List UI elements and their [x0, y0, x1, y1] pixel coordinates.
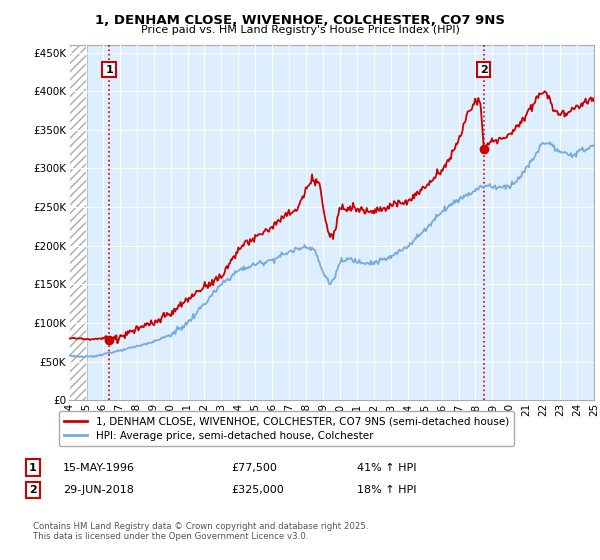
1, DENHAM CLOSE, WIVENHOE, COLCHESTER, CO7 9NS (semi-detached house): [65, 335, 73, 342]
1, DENHAM CLOSE, WIVENHOE, COLCHESTER, CO7 9NS (semi-detached house): [316, 180, 323, 186]
1, DENHAM CLOSE, WIVENHOE, COLCHESTER, CO7 9NS (semi-detached house): [379, 206, 386, 213]
1, DENHAM CLOSE, WIVENHOE, COLCHESTER, CO7 9NS (semi-detached house): [350, 204, 358, 211]
Text: Contains HM Land Registry data © Crown copyright and database right 2025.
This d: Contains HM Land Registry data © Crown c…: [33, 522, 368, 542]
HPI: Average price, semi-detached house, Colchester: (2.01e+03, 1.79e+05): Average price, semi-detached house, Colc…: [316, 259, 323, 265]
HPI: Average price, semi-detached house, Colchester: (2.02e+03, 3.34e+05): Average price, semi-detached house, Colc…: [546, 139, 553, 146]
HPI: Average price, semi-detached house, Colchester: (2.01e+03, 1.79e+05): Average price, semi-detached house, Colc…: [350, 259, 358, 265]
Legend: 1, DENHAM CLOSE, WIVENHOE, COLCHESTER, CO7 9NS (semi-detached house), HPI: Avera: 1, DENHAM CLOSE, WIVENHOE, COLCHESTER, C…: [59, 411, 514, 446]
1, DENHAM CLOSE, WIVENHOE, COLCHESTER, CO7 9NS (semi-detached house): [541, 88, 548, 95]
Line: 1, DENHAM CLOSE, WIVENHOE, COLCHESTER, CO7 9NS (semi-detached house): 1, DENHAM CLOSE, WIVENHOE, COLCHESTER, C…: [69, 91, 594, 343]
HPI: Average price, semi-detached house, Colchester: (2.01e+03, 1.67e+05): Average price, semi-detached house, Colc…: [319, 268, 326, 274]
HPI: Average price, semi-detached house, Colchester: (2.01e+03, 1.82e+05): Average price, semi-detached house, Colc…: [379, 256, 386, 263]
1, DENHAM CLOSE, WIVENHOE, COLCHESTER, CO7 9NS (semi-detached house): [319, 200, 326, 207]
Text: 2: 2: [480, 65, 488, 74]
Text: 1: 1: [29, 463, 37, 473]
Text: 29-JUN-2018: 29-JUN-2018: [63, 485, 134, 495]
Text: 18% ↑ HPI: 18% ↑ HPI: [357, 485, 416, 495]
1, DENHAM CLOSE, WIVENHOE, COLCHESTER, CO7 9NS (semi-detached house): [580, 99, 587, 106]
Text: £325,000: £325,000: [231, 485, 284, 495]
Text: 1: 1: [105, 65, 113, 74]
Text: 41% ↑ HPI: 41% ↑ HPI: [357, 463, 416, 473]
Bar: [69, 45, 87, 400]
HPI: Average price, semi-detached house, Colchester: (1.99e+03, 5.74e+04): Average price, semi-detached house, Colc…: [65, 353, 73, 360]
1, DENHAM CLOSE, WIVENHOE, COLCHESTER, CO7 9NS (semi-detached house): [590, 97, 598, 104]
HPI: Average price, semi-detached house, Colchester: (2.02e+03, 3.23e+05): Average price, semi-detached house, Colc…: [580, 147, 587, 154]
Text: 2: 2: [29, 485, 37, 495]
Line: HPI: Average price, semi-detached house, Colchester: HPI: Average price, semi-detached house,…: [69, 142, 594, 357]
Text: Price paid vs. HM Land Registry's House Price Index (HPI): Price paid vs. HM Land Registry's House …: [140, 25, 460, 35]
Text: £77,500: £77,500: [231, 463, 277, 473]
1, DENHAM CLOSE, WIVENHOE, COLCHESTER, CO7 9NS (semi-detached house): [497, 134, 504, 141]
1, DENHAM CLOSE, WIVENHOE, COLCHESTER, CO7 9NS (semi-detached house): [114, 340, 121, 347]
HPI: Average price, semi-detached house, Colchester: (1.99e+03, 5.59e+04): Average price, semi-detached house, Colc…: [81, 354, 88, 361]
HPI: Average price, semi-detached house, Colchester: (2.02e+03, 3.3e+05): Average price, semi-detached house, Colc…: [590, 142, 598, 149]
Text: 1, DENHAM CLOSE, WIVENHOE, COLCHESTER, CO7 9NS: 1, DENHAM CLOSE, WIVENHOE, COLCHESTER, C…: [95, 14, 505, 27]
Text: 15-MAY-1996: 15-MAY-1996: [63, 463, 135, 473]
HPI: Average price, semi-detached house, Colchester: (2.02e+03, 2.76e+05): Average price, semi-detached house, Colc…: [497, 184, 504, 190]
